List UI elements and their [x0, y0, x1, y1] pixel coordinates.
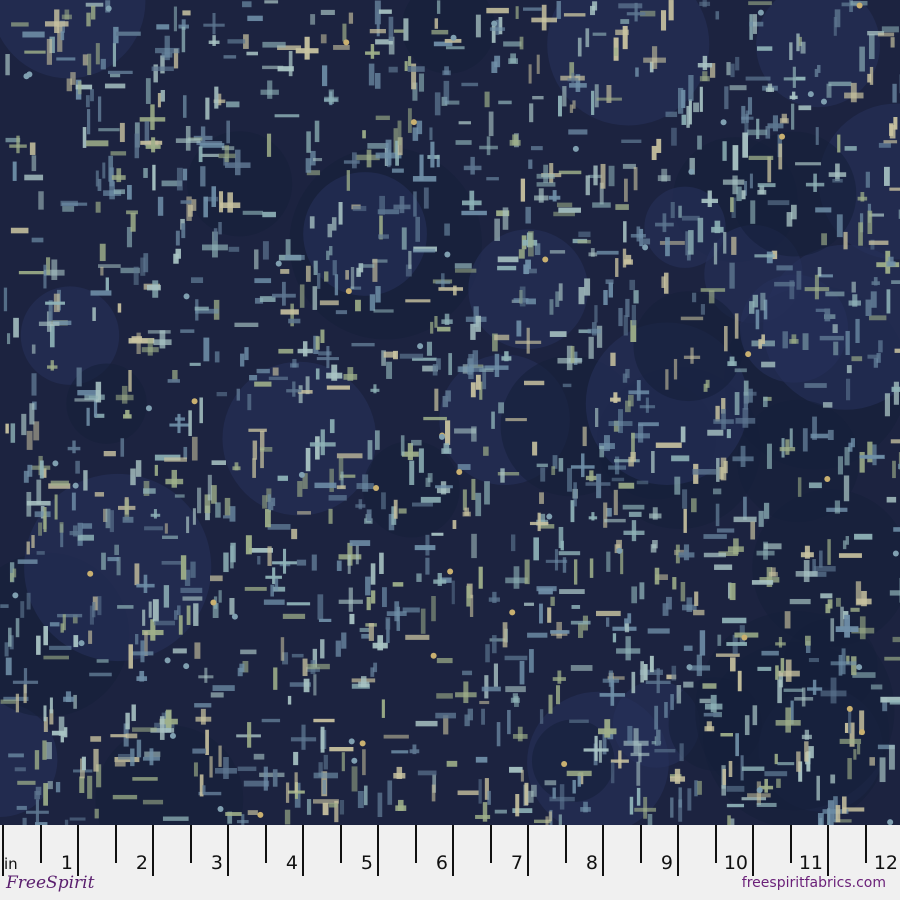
half-inch-tick — [114, 825, 117, 863]
inch-tick — [602, 825, 604, 876]
half-inch-tick — [339, 825, 342, 863]
half-inch-tick — [414, 825, 417, 863]
inch-tick — [527, 825, 529, 876]
inch-tick — [452, 825, 454, 876]
freespirit-logo: FreeSpirit — [6, 873, 95, 893]
inch-tick — [2, 825, 4, 876]
ruler-number: 1 — [60, 852, 73, 874]
half-inch-tick — [789, 825, 792, 863]
measurement-ruler: in 1 2 3 4 5 6 7 8 9 10 11 12 FreeSpirit freespirit… — [0, 825, 900, 900]
ruler-number: 10 — [723, 852, 748, 874]
half-inch-tick — [489, 825, 492, 863]
inch-tick — [227, 825, 229, 876]
fabric-swatch-image — [0, 0, 900, 825]
ruler-number: 3 — [210, 852, 223, 874]
ruler-number: 12 — [873, 852, 898, 874]
inch-tick — [752, 825, 754, 876]
inch-tick — [302, 825, 304, 876]
inch-tick — [77, 825, 79, 876]
half-inch-tick — [564, 825, 567, 863]
half-inch-tick — [714, 825, 717, 863]
ruler-number: 6 — [435, 852, 448, 874]
inch-tick — [677, 825, 679, 876]
inch-tick — [377, 825, 379, 876]
half-inch-tick — [39, 825, 42, 863]
ruler-number: 11 — [798, 852, 823, 874]
half-inch-tick — [864, 825, 867, 863]
ruler-number: 9 — [660, 852, 673, 874]
ruler-unit-label: in — [4, 855, 18, 873]
website-link: freespiritfabrics.com — [741, 875, 886, 891]
ruler-number: 5 — [360, 852, 373, 874]
half-inch-tick — [189, 825, 192, 863]
ruler-number: 8 — [585, 852, 598, 874]
inch-tick — [827, 825, 829, 876]
half-inch-tick — [639, 825, 642, 863]
ruler-number: 4 — [285, 852, 298, 874]
ruler-number: 2 — [135, 852, 148, 874]
inch-tick — [152, 825, 154, 876]
ruler-number: 7 — [510, 852, 523, 874]
half-inch-tick — [264, 825, 267, 863]
